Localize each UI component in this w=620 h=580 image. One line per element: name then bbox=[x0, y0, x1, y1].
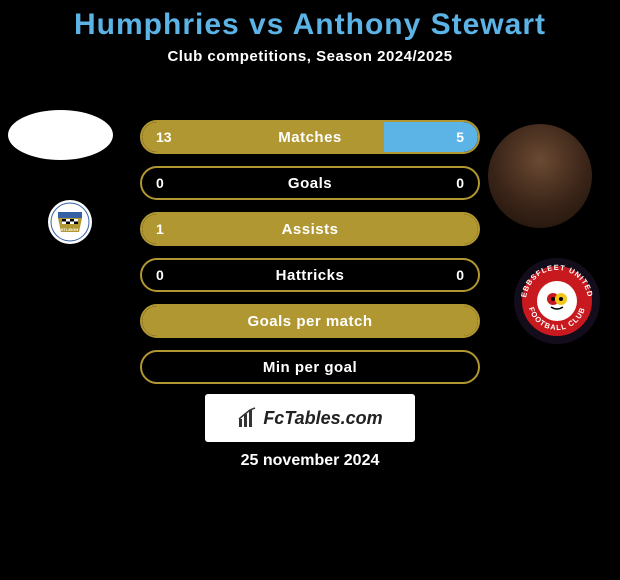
stats-container: Matches135Goals00Assists1Hattricks00Goal… bbox=[140, 120, 480, 396]
stat-value-right: 0 bbox=[456, 260, 464, 290]
bars-icon bbox=[237, 407, 259, 429]
stat-row: Min per goal bbox=[140, 350, 480, 384]
stat-row: Goals per match bbox=[140, 304, 480, 338]
player-left-photo bbox=[8, 110, 113, 160]
svg-text:EASTLEIGH FC: EASTLEIGH FC bbox=[55, 227, 84, 232]
stat-label: Matches bbox=[142, 122, 478, 152]
stat-value-left: 13 bbox=[156, 122, 172, 152]
page-subtitle: Club competitions, Season 2024/2025 bbox=[0, 48, 620, 65]
attribution-text: FcTables.com bbox=[263, 408, 382, 429]
stat-row: Assists1 bbox=[140, 212, 480, 246]
stat-row: Matches13 5 bbox=[140, 120, 480, 154]
svg-text:FOOTBALL CLUB: FOOTBALL CLUB bbox=[527, 306, 587, 332]
stat-value-left: 0 bbox=[156, 168, 164, 198]
date-text: 25 november 2024 bbox=[0, 452, 620, 470]
stat-value-left: 0 bbox=[156, 260, 164, 290]
svg-text:EBBSFLEET UNITED: EBBSFLEET UNITED bbox=[519, 263, 595, 298]
club-right-badge: EBBSFLEET UNITED FOOTBALL CLUB bbox=[514, 258, 600, 344]
stat-value-right: 0 bbox=[456, 168, 464, 198]
stat-label: Hattricks bbox=[142, 260, 478, 290]
stat-row: Hattricks0 0 bbox=[140, 258, 480, 292]
stat-label: Goals per match bbox=[142, 306, 478, 336]
page-title: Humphries vs Anthony Stewart bbox=[0, 0, 620, 48]
player-right-photo bbox=[488, 124, 592, 228]
club-left-badge: EASTLEIGH FC bbox=[48, 200, 92, 244]
attribution-box: FcTables.com bbox=[205, 394, 415, 442]
stat-value-left: 1 bbox=[156, 214, 164, 244]
stat-label: Min per goal bbox=[142, 352, 478, 382]
stat-label: Goals bbox=[142, 168, 478, 198]
stat-row: Goals0 0 bbox=[140, 166, 480, 200]
stat-label: Assists bbox=[142, 214, 478, 244]
stat-value-right: 5 bbox=[456, 122, 464, 152]
